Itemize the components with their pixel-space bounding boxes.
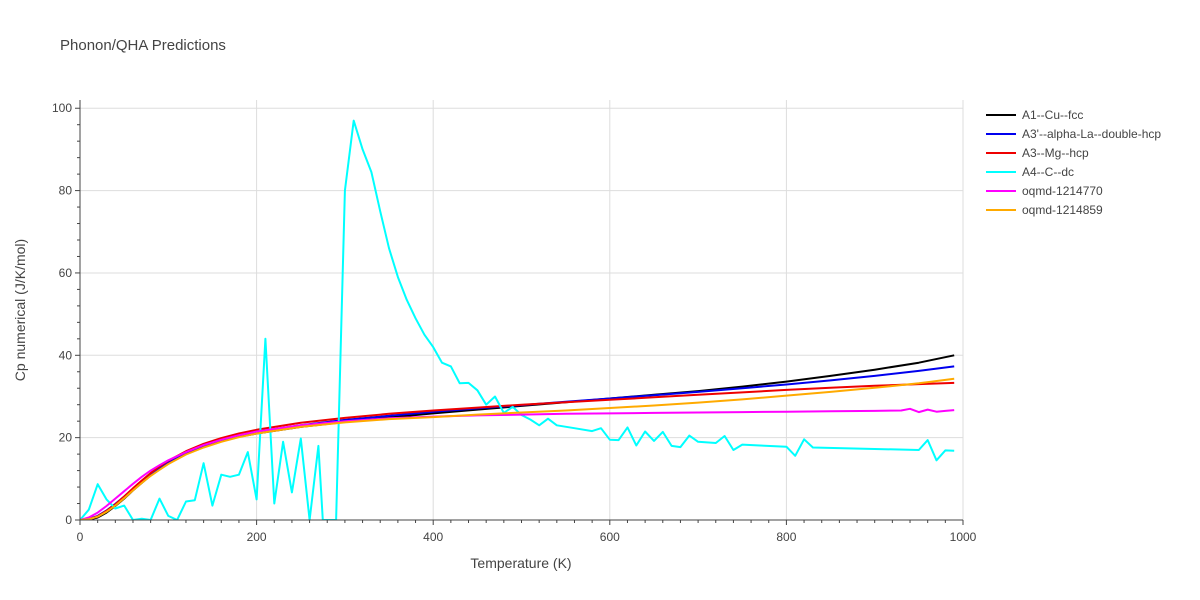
- axes: 0 200 400 600 800 1000 0 20 40 60 80 100: [52, 100, 977, 544]
- legend-label: A3'--alpha-La--double-hcp: [1022, 127, 1161, 141]
- legend-label: oqmd-1214859: [1022, 203, 1103, 217]
- plot-area: [80, 119, 955, 520]
- x-tick-label: 400: [423, 530, 443, 544]
- legend[interactable]: A1--Cu--fcc A3'--alpha-La--double-hcp A3--…: [986, 108, 1161, 217]
- legend-label: oqmd-1214770: [1022, 184, 1103, 198]
- legend-label: A3--Mg--hcp: [1022, 146, 1089, 160]
- series-line-3: [80, 119, 955, 520]
- legend-item-5[interactable]: oqmd-1214859: [986, 203, 1103, 217]
- x-tick-label: 1000: [950, 530, 977, 544]
- y-tick-label: 80: [59, 184, 73, 198]
- y-tick-label: 20: [59, 431, 73, 445]
- series-line-5: [80, 377, 955, 520]
- y-tick-label: 100: [52, 101, 72, 115]
- x-tick-label: 600: [600, 530, 620, 544]
- y-tick-label: 0: [65, 513, 72, 527]
- legend-item-1[interactable]: A3'--alpha-La--double-hcp: [986, 127, 1161, 141]
- x-tick-label: 800: [776, 530, 796, 544]
- x-axis-title: Temperature (K): [470, 555, 571, 571]
- x-tick-label: 0: [77, 530, 84, 544]
- legend-item-4[interactable]: oqmd-1214770: [986, 184, 1103, 198]
- x-tick-label: 200: [247, 530, 267, 544]
- y-axis-title: Cp numerical (J/K/mol): [12, 239, 28, 381]
- y-tick-label: 40: [59, 348, 73, 362]
- y-tick-label: 60: [59, 266, 73, 280]
- legend-item-2[interactable]: A3--Mg--hcp: [986, 146, 1089, 160]
- legend-item-3[interactable]: A4--C--dc: [986, 165, 1074, 179]
- series-line-2: [80, 381, 955, 520]
- chart-title: Phonon/QHA Predictions: [60, 37, 226, 54]
- legend-item-0[interactable]: A1--Cu--fcc: [986, 108, 1083, 122]
- legend-label: A4--C--dc: [1022, 165, 1074, 179]
- legend-label: A1--Cu--fcc: [1022, 108, 1083, 122]
